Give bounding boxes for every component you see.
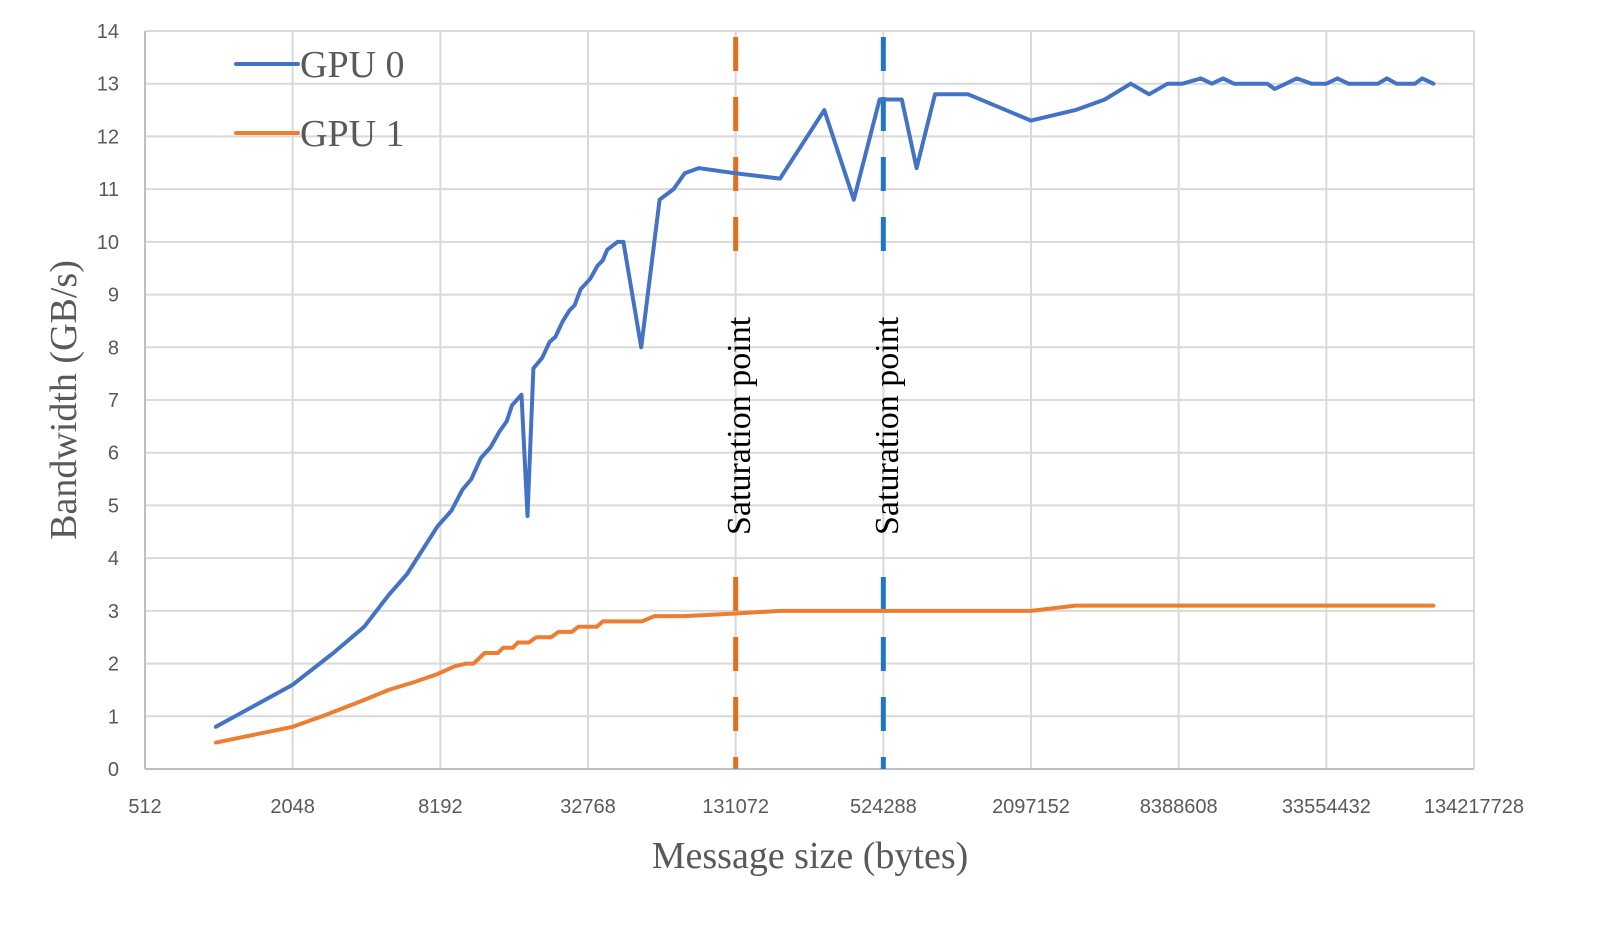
x-tick-label: 512 — [128, 796, 161, 818]
x-tick-label: 2097152 — [992, 796, 1070, 818]
x-tick-label: 131072 — [702, 796, 769, 818]
y-tick-label: 7 — [108, 390, 119, 412]
y-tick-label: 10 — [97, 232, 119, 254]
series-line-gpu-0 — [213, 76, 1436, 729]
y-tick-label: 6 — [108, 443, 119, 465]
y-tick-label: 4 — [108, 548, 119, 570]
y-tick-label: 8 — [108, 337, 119, 359]
legend: GPU 0 GPU 1 — [234, 44, 405, 155]
x-tick-label: 2048 — [270, 796, 315, 818]
y-tick-label: 12 — [97, 126, 119, 148]
y-tick-label: 11 — [98, 179, 119, 201]
data-series — [213, 76, 1436, 745]
saturation-label-gpu0: Saturation point — [869, 316, 906, 535]
series-line-gpu-1 — [213, 603, 1436, 745]
x-tick-label: 32768 — [560, 796, 616, 818]
x-axis-ticks: 512 2048 8192 32768 131072 524288 2097152 83886… — [128, 796, 1524, 818]
x-axis-title: Message size (bytes) — [652, 835, 969, 877]
y-axis-title: Bandwidth (GB/s) — [43, 260, 85, 540]
y-tick-label: 5 — [108, 495, 119, 517]
legend-gpu0-label: GPU 0 — [300, 44, 405, 86]
y-tick-label: 1 — [108, 706, 119, 728]
y-tick-label: 3 — [108, 601, 119, 623]
x-tick-label: 8388608 — [1140, 796, 1218, 818]
y-tick-label: 2 — [108, 654, 119, 676]
x-tick-label: 524288 — [850, 796, 917, 818]
y-tick-label: 9 — [108, 285, 119, 307]
x-tick-label: 33554432 — [1282, 796, 1371, 818]
x-tick-label: 8192 — [418, 796, 463, 818]
y-tick-label: 13 — [97, 74, 119, 96]
y-tick-label: 0 — [108, 759, 119, 781]
legend-gpu1-label: GPU 1 — [300, 113, 405, 155]
y-tick-label: 14 — [97, 21, 119, 43]
saturation-label-gpu1: Saturation point — [721, 316, 758, 535]
x-tick-label: 134217728 — [1424, 796, 1524, 818]
